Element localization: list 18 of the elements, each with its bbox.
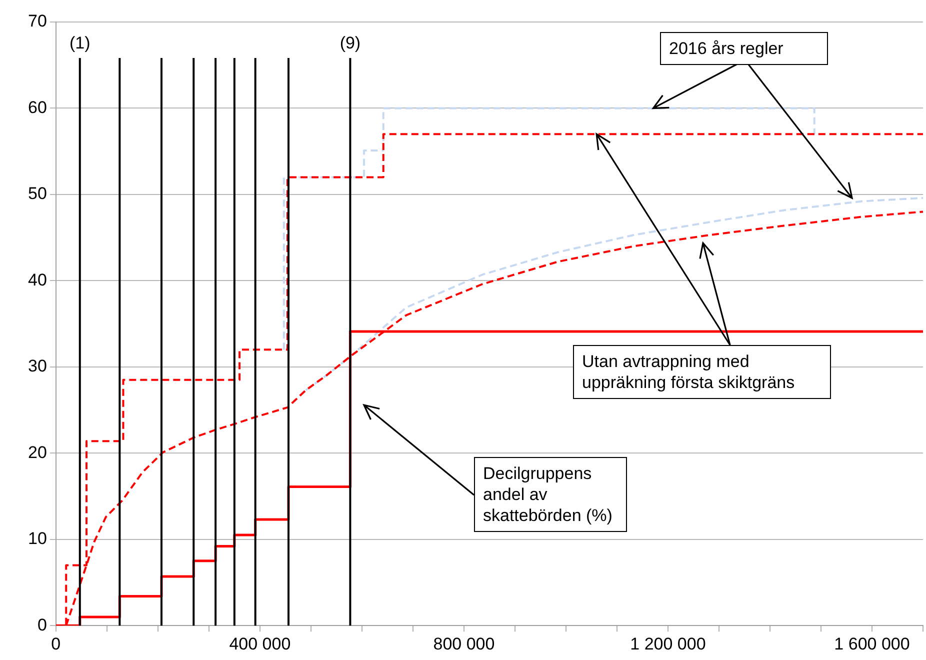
x-tick-label: 1 200 000 [630,634,706,654]
y-tick-label: 40 [28,270,47,290]
y-tick-label: 30 [28,356,47,376]
y-tick-label: 50 [28,184,47,204]
text-box: 2016 års regler [660,32,828,65]
x-tick-label: 1 600 000 [834,634,910,654]
y-tick-label: 60 [28,98,47,117]
annotation: (1) [69,34,90,53]
y-tick-label: 20 [28,442,47,462]
text-box: Decilgruppens andel av skattebörden (%) [474,457,627,532]
y-tick-label: 10 [28,529,47,548]
x-tick-label: 0 [51,634,61,654]
annotation: (9) [340,34,361,53]
x-tick-label: 400 000 [229,634,291,654]
x-tick-label: 800 000 [433,634,495,654]
y-tick-label: 70 [28,12,47,31]
text-box: Utan avtrappning med uppräkning första skiktgräns [573,345,831,399]
y-tick-label: 0 [37,615,47,634]
